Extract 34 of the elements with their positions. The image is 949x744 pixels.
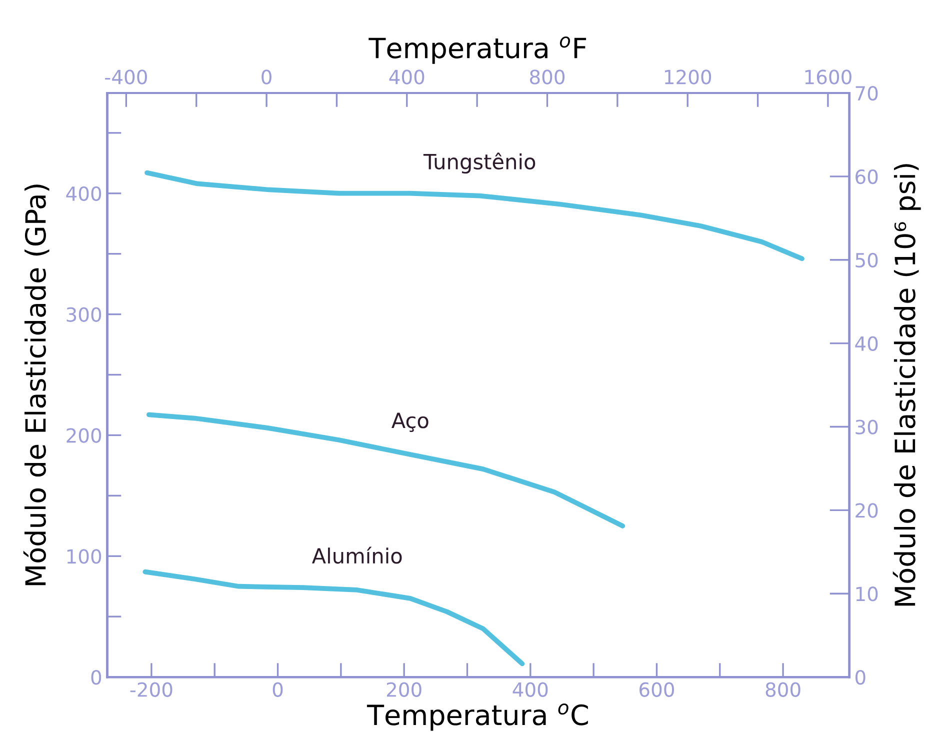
y-axis-title: Módulo de Elasticidade (GPa) bbox=[23, 184, 50, 586]
x-tick-label: 400 bbox=[512, 682, 548, 697]
y-tick-label: 100 bbox=[67, 549, 102, 564]
y2-tick-label: 60 bbox=[856, 169, 878, 184]
y2-tick-label: 70 bbox=[856, 86, 878, 101]
x2-axis-title: Temperatura $^{o}$F bbox=[368, 36, 586, 64]
y2-tick-label: 50 bbox=[856, 252, 878, 268]
x2-tick-label: 800 bbox=[530, 70, 565, 84]
y2-tick-label: 20 bbox=[856, 503, 878, 518]
y2-tick-label: 10 bbox=[856, 586, 878, 602]
series-label: Alumínio bbox=[312, 546, 402, 564]
x-tick-label: 0 bbox=[272, 682, 283, 697]
x-tick-label: 200 bbox=[386, 682, 422, 697]
line-series bbox=[142, 569, 525, 666]
y-tick-label: 0 bbox=[91, 670, 102, 685]
y-tick-label: 400 bbox=[66, 186, 102, 202]
line-series bbox=[146, 412, 626, 528]
y2-tick-label: 30 bbox=[856, 420, 878, 434]
series-label: Aço bbox=[392, 412, 428, 432]
y2-axis-title: Módulo de Elasticidade (10⁶ psi) bbox=[892, 164, 921, 606]
x-tick-label: 600 bbox=[640, 682, 674, 697]
y2-tick-label: 40 bbox=[855, 336, 878, 351]
x-axis-title: Temperatura $^{o}$C bbox=[366, 703, 588, 731]
x2-tick-label: 400 bbox=[389, 70, 424, 84]
x2-tick-label: 1200 bbox=[664, 70, 712, 84]
series-label: Tungstênio bbox=[423, 152, 536, 174]
x-tick-label: 800 bbox=[766, 682, 800, 697]
x-tick-label: -200 bbox=[130, 682, 172, 697]
y2-tick-label: 0 bbox=[856, 670, 866, 685]
x2-tick-label: 0 bbox=[262, 70, 272, 84]
y-tick-label: 200 bbox=[66, 428, 102, 443]
y-tick-label: 300 bbox=[66, 307, 102, 322]
x2-tick-label: 1600 bbox=[805, 70, 852, 84]
x2-tick-label: -400 bbox=[105, 70, 147, 84]
